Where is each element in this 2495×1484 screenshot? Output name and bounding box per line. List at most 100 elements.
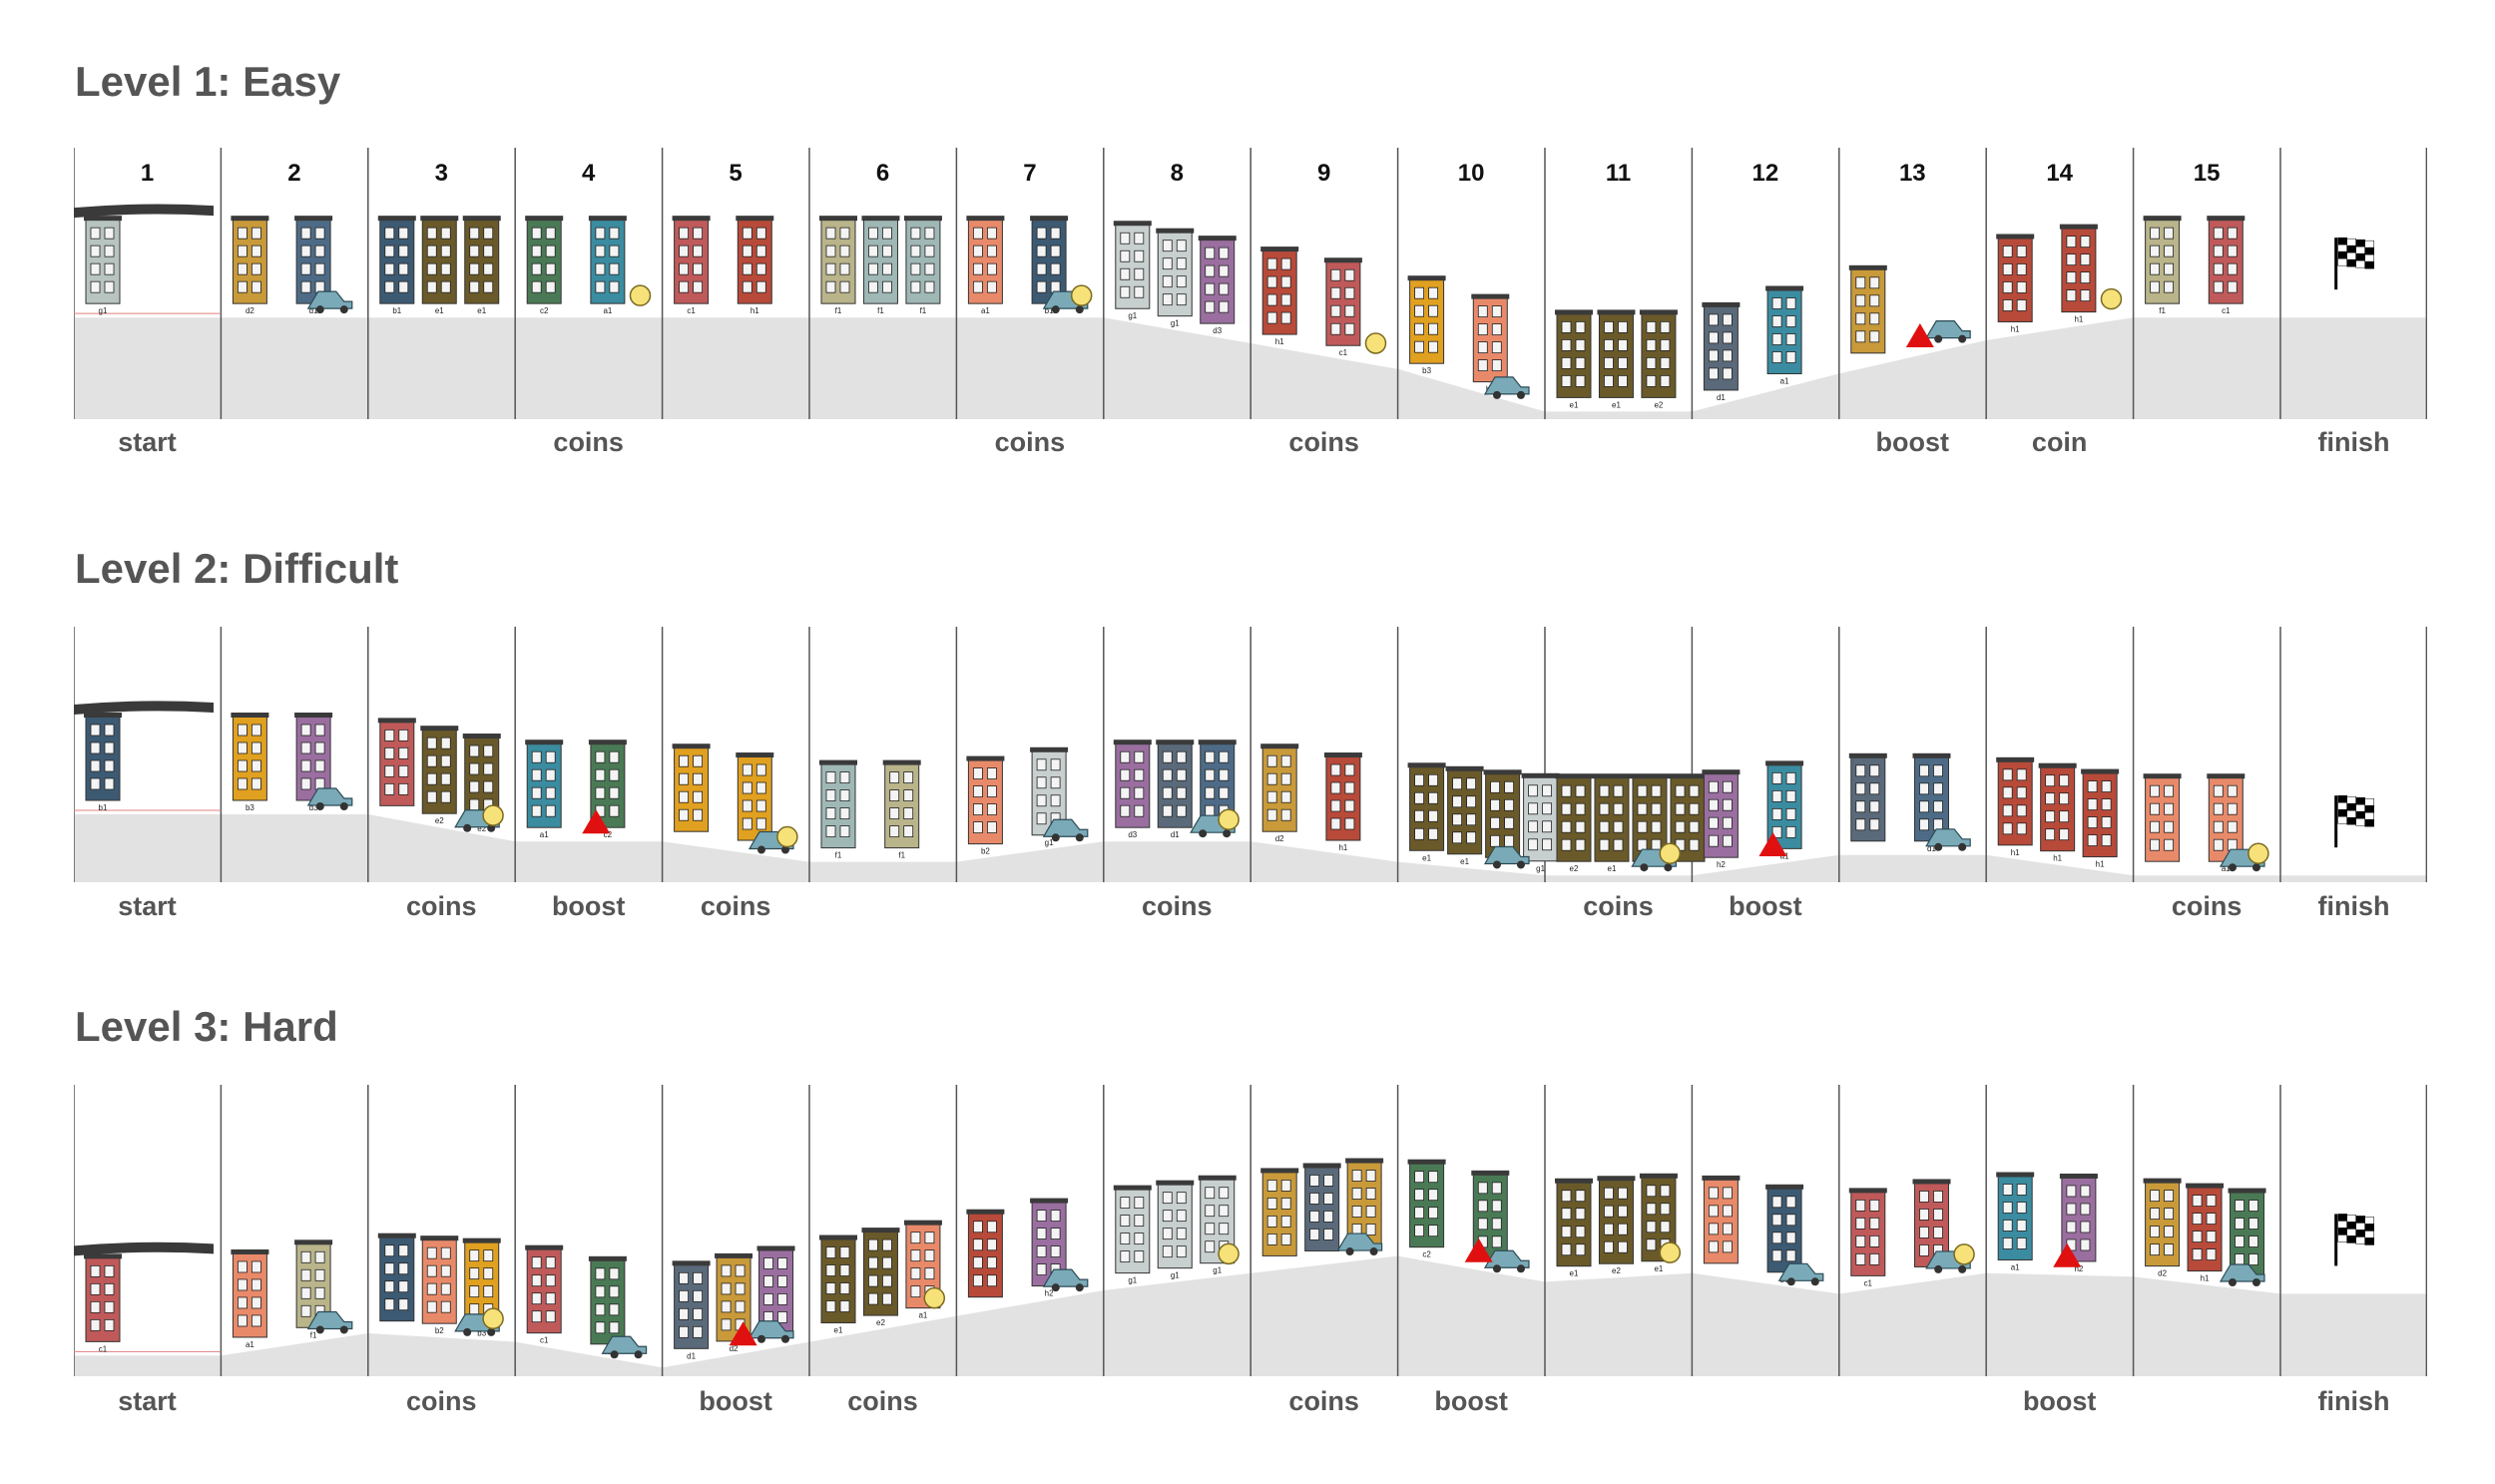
segment-number: 15 (2193, 160, 2221, 187)
building (672, 743, 711, 832)
building-tag: e1 (834, 1326, 843, 1335)
building (525, 216, 564, 304)
level-strip: c1a1f1b2b3c1c2d1d2e1e2a1h2g1g1g1c2e1e2e1… (74, 1085, 2428, 1376)
building (736, 216, 774, 304)
level-track: c1a1f1b2b3c1c2d1d2e1e2a1h2g1g1g1c2e1e2e1… (74, 1085, 2428, 1376)
level-2: Level 2: Difficult (0, 0, 2495, 592)
building (1156, 1180, 1195, 1269)
building (715, 1252, 753, 1342)
building-tag: d1 (687, 1351, 696, 1360)
level-1: Level 1: Easy (0, 0, 2495, 469)
segment-label: boost (2022, 1386, 2097, 1416)
segment-number: 14 (2046, 160, 2074, 187)
building-tag: f1 (835, 306, 842, 315)
building-tag: h1 (2096, 860, 2105, 869)
segment-label: coins (1142, 891, 1213, 921)
building-tag: b1 (392, 306, 401, 315)
building (1030, 216, 1069, 304)
building (1668, 773, 1707, 862)
building (1912, 752, 1951, 842)
building-tag: e2 (1612, 1266, 1621, 1275)
building-tag: e1 (435, 306, 444, 315)
building-tag: e2 (477, 824, 486, 833)
building (1554, 773, 1593, 862)
building-tag: a1 (540, 830, 549, 839)
checkered-flag-icon (2334, 237, 2374, 290)
building (1996, 756, 2035, 846)
building (1554, 309, 1593, 398)
boost-triangle-icon (582, 809, 611, 834)
building-tag: g1 (99, 306, 108, 315)
coin-icon (1953, 1243, 1975, 1265)
building (420, 1236, 459, 1324)
car-icon (1336, 1233, 1383, 1256)
level-3: Level 3: Hard (0, 0, 2495, 1050)
building (1260, 743, 1299, 832)
car-icon (1483, 845, 1530, 869)
building-tag: d3 (1128, 830, 1137, 839)
building (818, 759, 857, 849)
building (903, 216, 942, 304)
segment-label: boost (1434, 1386, 1508, 1416)
building-tag: h2 (1045, 1289, 1054, 1298)
coin-icon (1218, 1242, 1240, 1265)
building (861, 1228, 900, 1316)
segment-number: 6 (875, 160, 890, 187)
building-tag: b3 (477, 1329, 486, 1338)
building (1323, 257, 1362, 346)
building (2059, 224, 2098, 313)
coin-icon (1364, 332, 1387, 354)
segment-label-row: start coins coins coins boost coin finish (0, 427, 2495, 463)
building-tag: f1 (2159, 306, 2166, 315)
building-tag: h1 (2011, 848, 2020, 857)
building (2207, 773, 2246, 862)
segment-label-row: start coins boost coins coins boost boost finis… (0, 1386, 2495, 1422)
building-tag: a1 (246, 1340, 254, 1349)
building-tag: d3 (1213, 326, 1222, 335)
building-tag: h2 (2074, 1264, 2083, 1273)
car-icon (1777, 1262, 1824, 1286)
building (588, 216, 627, 304)
coin-icon (923, 1286, 946, 1309)
car-icon (748, 1320, 794, 1343)
building (1113, 221, 1152, 309)
building (1597, 309, 1636, 398)
coin-icon (629, 284, 652, 306)
boost-triangle-icon (1758, 831, 1787, 856)
building-tag: d1 (309, 306, 318, 315)
building (1848, 264, 1887, 354)
building-tag: d2 (246, 306, 254, 315)
building-tag: h1 (2053, 854, 2062, 863)
building-tag: e1 (1608, 864, 1617, 873)
building-tag: e1 (1612, 400, 1621, 409)
start-ramp (74, 1241, 214, 1256)
building-tag: h1 (1275, 337, 1284, 346)
segment-number: 2 (287, 160, 301, 187)
boost-triangle-icon (1464, 1237, 1493, 1262)
segment-label: start (118, 891, 177, 921)
building (2143, 216, 2182, 304)
coin-icon (1218, 808, 1240, 830)
building-tag: e1 (1422, 853, 1431, 862)
building (588, 740, 627, 828)
segment-label: start (118, 427, 177, 457)
building (1765, 1184, 1804, 1273)
building (231, 216, 269, 304)
coin-icon (482, 804, 504, 826)
building (861, 216, 900, 304)
boost-triangle-icon (1905, 323, 1934, 348)
segment-number: 1 (140, 160, 155, 187)
building (294, 713, 333, 801)
building (1113, 740, 1152, 828)
building (1765, 285, 1804, 375)
building (2186, 1183, 2225, 1272)
building-tag: a1 (603, 306, 612, 315)
building-tag: e2 (435, 816, 444, 825)
building-tag: a1 (2011, 1262, 2020, 1271)
building (2081, 768, 2120, 858)
building (672, 216, 711, 304)
building (966, 755, 1005, 845)
building-tag: b2 (435, 1326, 444, 1335)
building-tag: h1 (1338, 843, 1347, 852)
boost-triangle-icon (729, 1321, 757, 1346)
